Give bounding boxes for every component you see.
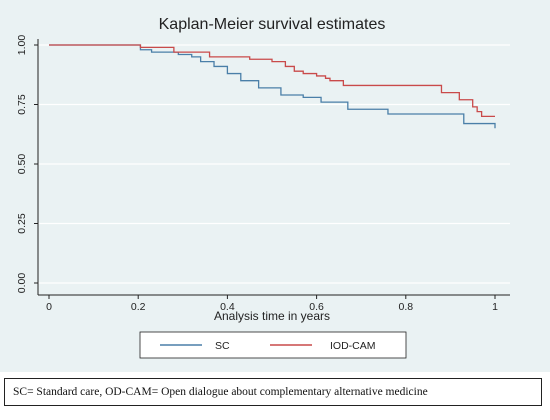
- x-tick-label: 0.2: [131, 301, 146, 313]
- plot-area: [38, 39, 510, 295]
- chart-title: Kaplan-Meier survival estimates: [159, 16, 386, 33]
- x-axis-label: Analysis time in years: [214, 309, 330, 323]
- x-tick-label: 0.4: [220, 301, 235, 313]
- legend-label-iod-cam: IOD-CAM: [330, 340, 376, 352]
- x-tick-label: 0.6: [309, 301, 324, 313]
- y-tick-label: 0.75: [16, 94, 28, 115]
- x-tick-label: 0: [46, 301, 52, 313]
- legend-layer: SC IOD-CAM: [160, 340, 376, 352]
- y-tick-label: 0.50: [16, 154, 28, 175]
- series-line-iod-cam: [49, 44, 495, 118]
- x-tick-label: 1: [492, 301, 498, 313]
- grid-layer: [38, 44, 510, 284]
- series-layer: [49, 44, 496, 129]
- y-tick-label: 0.25: [16, 213, 28, 234]
- series-line-sc: [49, 44, 496, 129]
- caption-text: SC= Standard care, OD-CAM= Open dialogue…: [13, 386, 428, 398]
- y-tick-label: 0.00: [16, 273, 28, 294]
- tick-layer: 0.00 0.25 0.50 0.75 1.00 0 0.2 0.4 0.6 0.8 1: [16, 35, 498, 313]
- caption-box: SC= Standard care, OD-CAM= Open dialogue…: [4, 378, 542, 406]
- y-tick-label: 1.00: [16, 35, 28, 56]
- legend-label-sc: SC: [215, 340, 230, 352]
- x-tick-label: 0.8: [398, 301, 413, 313]
